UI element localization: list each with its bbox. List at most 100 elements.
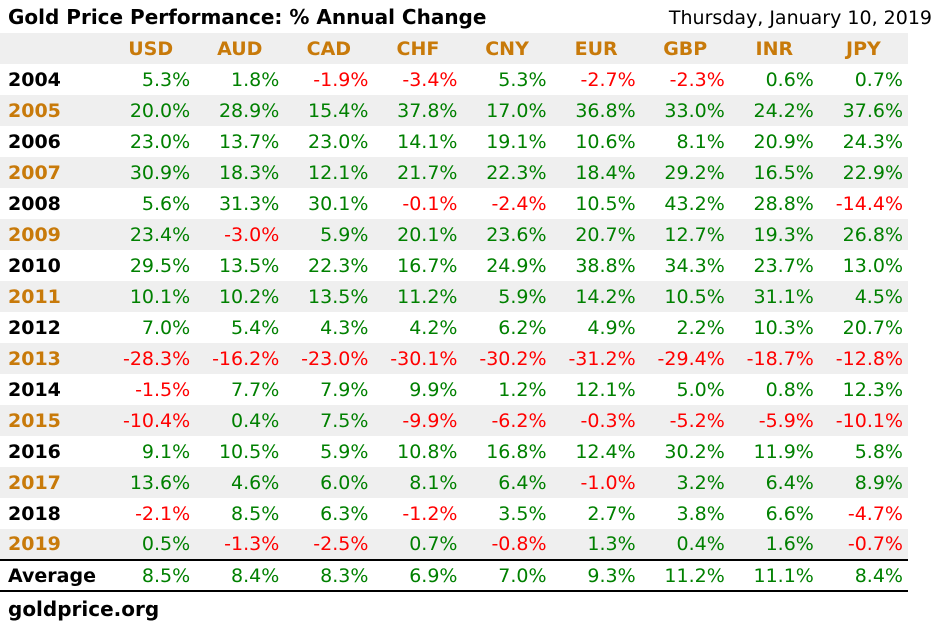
value-cell: 33.0% <box>664 99 725 122</box>
value-cell: 3.5% <box>498 502 547 525</box>
table-row: 2013 -28.3% -16.2% -23.0% -30.1% -30.2% -31.2%… <box>0 343 908 374</box>
value-cell: 11.9% <box>753 440 814 463</box>
value-cell: 5.3% <box>141 68 191 91</box>
row-label: Average <box>8 564 96 587</box>
value-cell: 24.9% <box>486 254 547 277</box>
value-cell: 11.2% <box>664 564 725 587</box>
value-cell: 5.4% <box>231 316 280 339</box>
row-label: 2004 <box>8 68 61 91</box>
value-cell: 30.2% <box>664 440 725 463</box>
value-cell: -3.0% <box>224 223 280 246</box>
value-cell: 11.1% <box>753 564 814 587</box>
value-cell: 9.9% <box>409 378 458 401</box>
value-cell: -0.3% <box>580 409 636 432</box>
value-cell: 31.1% <box>753 285 814 308</box>
value-cell: 20.0% <box>129 99 191 122</box>
value-cell: 6.0% <box>320 471 369 494</box>
value-cell: 10.8% <box>397 440 458 463</box>
value-cell: 0.7% <box>854 68 903 91</box>
value-cell: 0.6% <box>765 68 814 91</box>
table-row: 2010 29.5% 13.5% 22.3% 16.7% 24.9% 38.8% 34.3% 2… <box>0 250 908 281</box>
value-cell: 7.9% <box>320 378 369 401</box>
value-cell: -5.9% <box>758 409 814 432</box>
row-label: 2009 <box>8 223 61 246</box>
value-cell: 4.5% <box>854 285 903 308</box>
value-cell: -2.7% <box>580 68 636 91</box>
value-cell: -3.4% <box>402 68 458 91</box>
value-cell: 4.3% <box>320 316 369 339</box>
value-cell: 23.0% <box>308 130 369 153</box>
row-label: 2011 <box>8 285 61 308</box>
value-cell: 34.3% <box>664 254 725 277</box>
value-cell: 6.3% <box>320 502 369 525</box>
value-cell: -1.9% <box>313 68 369 91</box>
value-cell: 29.2% <box>664 161 725 184</box>
source-link[interactable]: goldprice.org <box>8 597 160 621</box>
row-label: 2016 <box>8 440 61 463</box>
value-cell: -12.8% <box>835 347 903 370</box>
value-cell: 0.7% <box>409 533 458 555</box>
value-cell: 20.9% <box>753 130 814 153</box>
value-cell: 8.3% <box>320 564 369 587</box>
value-cell: -0.1% <box>402 192 458 215</box>
table-row: 2005 20.0% 28.9% 15.4% 37.8% 17.0% 36.8% 33.0% 2… <box>0 95 908 126</box>
value-cell: 14.1% <box>397 130 458 153</box>
column-header-cny: CNY <box>462 33 552 64</box>
value-cell: 8.4% <box>231 564 280 587</box>
value-cell: 7.7% <box>231 378 280 401</box>
column-header-jpy: JPY <box>818 33 908 64</box>
table-row: 2006 23.0% 13.7% 23.0% 14.1% 19.1% 10.6% 8.1% 20… <box>0 126 908 157</box>
value-cell: 28.8% <box>753 192 814 215</box>
value-cell: 0.4% <box>231 409 280 432</box>
value-cell: -2.1% <box>135 502 191 525</box>
table-header-row: USD AUD CAD CHF CNY EUR GBP INR JPY <box>0 33 908 64</box>
value-cell: 37.6% <box>842 99 903 122</box>
report-header: Gold Price Performance: % Annual Change … <box>0 0 945 33</box>
value-cell: -18.7% <box>746 347 814 370</box>
value-cell: 22.3% <box>308 254 369 277</box>
value-cell: -2.3% <box>669 68 725 91</box>
value-cell: 20.7% <box>842 316 903 339</box>
value-cell: 0.8% <box>765 378 814 401</box>
row-label: 2014 <box>8 378 61 401</box>
value-cell: -9.9% <box>402 409 458 432</box>
report-footer: goldprice.org <box>0 592 945 621</box>
row-label: 2018 <box>8 502 61 525</box>
value-cell: 8.5% <box>231 502 280 525</box>
value-cell: 5.6% <box>141 192 191 215</box>
value-cell: 21.7% <box>397 161 458 184</box>
value-cell: 18.4% <box>575 161 636 184</box>
value-cell: 7.0% <box>141 316 191 339</box>
value-cell: -5.2% <box>669 409 725 432</box>
value-cell: 10.3% <box>753 316 814 339</box>
value-cell: 10.2% <box>218 285 280 308</box>
value-cell: -23.0% <box>301 347 369 370</box>
value-cell: 26.8% <box>842 223 903 246</box>
value-cell: 22.9% <box>842 161 903 184</box>
column-header-chf: CHF <box>373 33 463 64</box>
value-cell: 3.2% <box>676 471 725 494</box>
value-cell: 2.2% <box>676 316 725 339</box>
value-cell: 31.3% <box>218 192 280 215</box>
value-cell: 30.1% <box>308 192 369 215</box>
value-cell: -10.1% <box>835 409 903 432</box>
value-cell: 5.8% <box>854 440 903 463</box>
row-label: 2005 <box>8 99 61 122</box>
value-cell: 6.4% <box>498 471 547 494</box>
value-cell: 12.1% <box>308 161 369 184</box>
value-cell: 38.8% <box>575 254 636 277</box>
value-cell: 4.6% <box>231 471 280 494</box>
value-cell: 36.8% <box>575 99 636 122</box>
value-cell: 5.9% <box>320 223 369 246</box>
value-cell: 19.1% <box>486 130 547 153</box>
value-cell: 6.9% <box>409 564 458 587</box>
value-cell: 8.1% <box>409 471 458 494</box>
value-cell: 11.2% <box>397 285 458 308</box>
value-cell: -10.4% <box>122 409 191 432</box>
row-label: 2008 <box>8 192 61 215</box>
value-cell: -28.3% <box>122 347 191 370</box>
row-label: 2017 <box>8 471 61 494</box>
table-row: 2014 -1.5% 7.7% 7.9% 9.9% 1.2% 12.1% 5.0% 0.8% 12… <box>0 374 908 405</box>
row-label: 2012 <box>8 316 61 339</box>
value-cell: 1.2% <box>498 378 547 401</box>
